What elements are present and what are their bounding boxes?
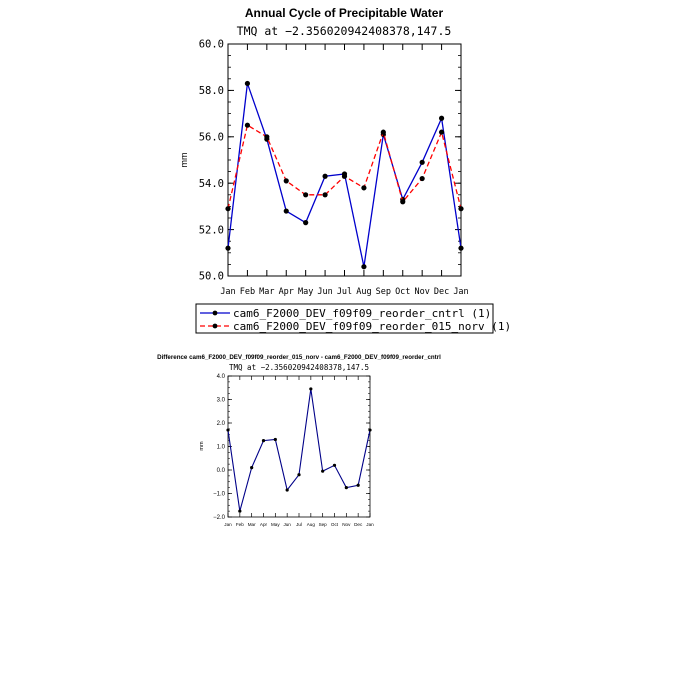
x-tick-label: Feb — [236, 522, 244, 527]
series-1-point — [344, 486, 348, 490]
chart2-subtitle: TMQ at −2.356020942408378,147.5 — [229, 363, 369, 372]
y-tick-label: 3.0 — [217, 398, 226, 404]
x-tick-label: Mar — [259, 287, 274, 297]
y-tick-label: 60.0 — [199, 39, 224, 51]
series-2-point — [283, 178, 289, 184]
x-tick-label: Oct — [395, 287, 410, 297]
series-1-point — [419, 159, 425, 165]
series-1-point — [368, 428, 372, 432]
y-tick-label: 54.0 — [199, 178, 224, 190]
x-tick-label: Jul — [337, 287, 352, 297]
plot-frame — [227, 375, 371, 518]
series-1-point — [238, 509, 242, 513]
x-tick-label: Jan — [453, 287, 468, 297]
series-1-point — [273, 437, 277, 442]
series-1-point — [309, 387, 313, 391]
x-tick-label: Apr — [279, 287, 294, 297]
plot-frame — [227, 43, 462, 277]
legend-label-1: cam6_F2000_DEV_f09f09_reorder_cntrl (1) — [233, 307, 491, 320]
series-1-point — [261, 439, 266, 443]
x-tick-label: Aug — [307, 522, 316, 527]
chart1-subtitle: TMQ at −2.356020942408378,147.5 — [237, 24, 452, 38]
x-tick-label: Jun — [283, 522, 291, 527]
series-1-point — [332, 463, 337, 467]
series-2-point — [361, 185, 367, 191]
series-1-point — [303, 220, 309, 226]
chart1-title: Annual Cycle of Precipitable Water — [245, 6, 444, 20]
series-2-point — [341, 173, 348, 179]
x-tick-label: Jul — [296, 522, 302, 527]
x-tick-label: Nov — [414, 287, 429, 297]
x-tick-label: Jun — [317, 287, 332, 297]
x-tick-label: Mar — [248, 522, 256, 527]
series-2-point — [264, 134, 270, 140]
x-tick-label: Aug — [356, 287, 371, 297]
x-tick-label: Nov — [342, 522, 351, 527]
x-tick-label: Feb — [240, 287, 255, 297]
chart2-ylabel: mm — [199, 441, 205, 451]
y-tick-label: 0.0 — [217, 468, 226, 474]
chart2-plot: Jan Feb Mar Apr May Jun Jul Aug Sep Oct Nov Dec Jan−… — [213, 374, 374, 527]
series-2-point — [303, 192, 309, 198]
x-tick-label: Jan — [366, 522, 374, 527]
y-tick-label: 52.0 — [199, 224, 224, 236]
series-2-point — [419, 175, 425, 182]
series-1-point — [438, 115, 445, 121]
series-1-point — [361, 264, 367, 270]
series-1-point — [297, 473, 301, 477]
y-tick-label: 58.0 — [199, 85, 224, 97]
chart2-title: Difference cam6_F2000_DEV_f09f09_reorder… — [157, 354, 441, 361]
y-tick-label: 50.0 — [199, 271, 224, 283]
series-1-point — [321, 469, 325, 473]
x-tick-label: Oct — [331, 522, 339, 527]
y-tick-label: 56.0 — [199, 131, 224, 143]
series-1-point — [283, 208, 289, 214]
series-line-2 — [227, 124, 462, 209]
legend-marker-1 — [212, 310, 218, 316]
series-2-point — [322, 192, 328, 198]
legend-label-2: cam6_F2000_DEV_f09f09_reorder_015_norv (… — [233, 320, 511, 333]
series-line-1 — [227, 388, 371, 512]
x-tick-label: Dec — [434, 287, 449, 297]
y-tick-label: −2.0 — [213, 515, 226, 521]
series-1-point — [244, 80, 251, 87]
y-tick-label: 1.0 — [217, 445, 226, 451]
legend-box — [195, 303, 494, 334]
x-tick-label: Sep — [376, 287, 391, 297]
chart1-plot: Jan Feb Mar Apr May Jun Jul Aug Sep Oct Nov Dec Jan 5… — [199, 39, 469, 297]
series-1-point — [226, 428, 230, 432]
chart1-ylabel: mm — [179, 153, 189, 168]
series-2-point — [458, 206, 464, 212]
series-2-point — [225, 206, 231, 212]
x-tick-label: Dec — [354, 522, 363, 527]
x-tick-label: Sep — [319, 522, 328, 527]
series-1-point — [225, 245, 231, 251]
y-tick-label: 4.0 — [217, 374, 226, 380]
x-tick-label: Apr — [260, 522, 268, 527]
legend-marker-2 — [212, 323, 218, 329]
series-2-point — [380, 129, 386, 135]
series-1-point — [458, 245, 464, 251]
chart1-legend: cam6_F2000_DEV_f09f09_reorder_cntrl (1)c… — [195, 303, 511, 334]
series-1-point — [250, 466, 254, 470]
series-2-point — [438, 129, 445, 135]
series-2-point — [400, 199, 406, 205]
x-tick-label: May — [298, 287, 313, 297]
y-tick-label: −1.0 — [213, 492, 226, 498]
y-tick-label: 2.0 — [217, 421, 226, 427]
x-tick-label: May — [271, 522, 280, 527]
x-tick-label: Jan — [220, 287, 235, 297]
series-1-point — [322, 173, 328, 179]
x-tick-label: Jan — [224, 522, 232, 527]
series-1-point — [356, 483, 360, 487]
series-1-point — [285, 488, 289, 492]
series-2-point — [244, 122, 251, 128]
